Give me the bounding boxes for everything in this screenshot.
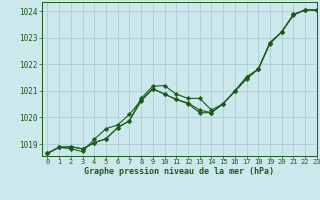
X-axis label: Graphe pression niveau de la mer (hPa): Graphe pression niveau de la mer (hPa) <box>84 167 274 176</box>
